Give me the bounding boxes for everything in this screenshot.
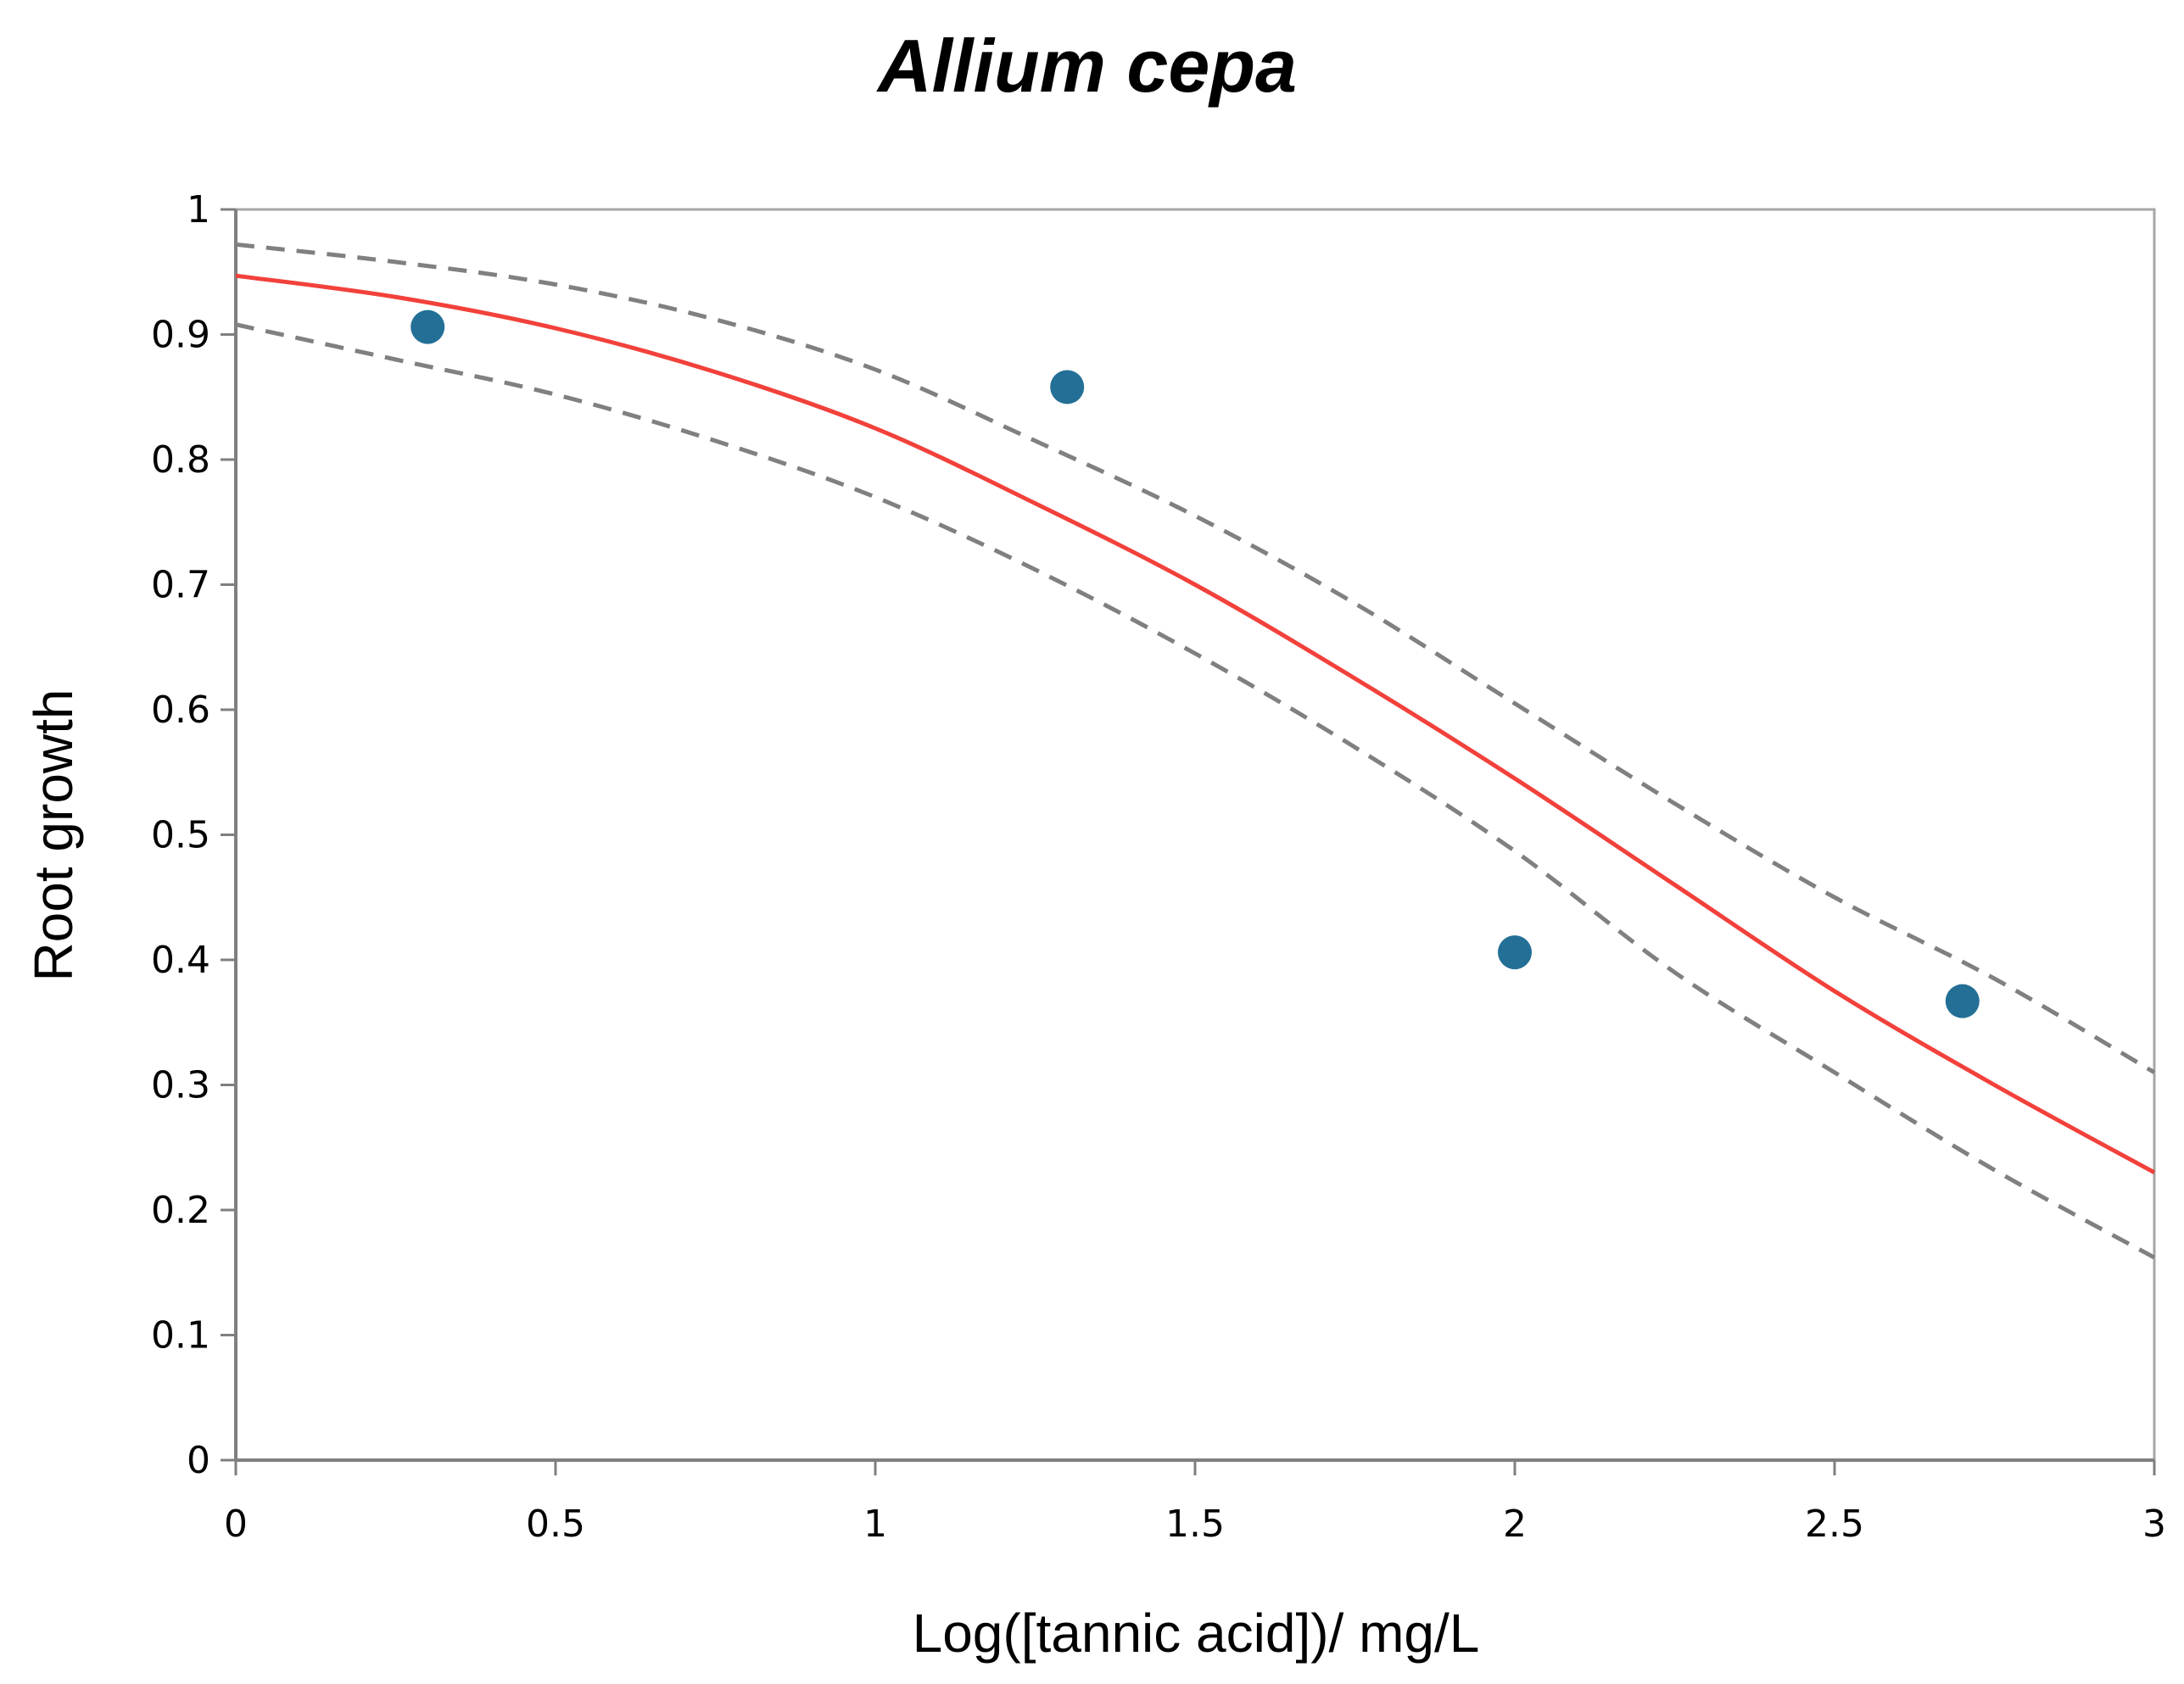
y-tick-label: 1	[187, 188, 210, 231]
x-tick-label: 0.5	[526, 1503, 585, 1546]
y-tick-label: 0.4	[151, 939, 210, 982]
data-point	[1945, 984, 1980, 1018]
y-tick-label: 0	[187, 1439, 210, 1482]
x-tick-label: 0	[224, 1503, 248, 1546]
y-tick-label: 0.7	[151, 564, 210, 607]
y-tick-label: 0.6	[151, 689, 210, 732]
y-tick-label: 0.8	[151, 438, 210, 482]
x-tick-label: 1.5	[1165, 1503, 1225, 1546]
y-tick-label: 0.9	[151, 314, 210, 357]
chart-title: Allium cepa	[876, 24, 1297, 108]
x-tick-label: 1	[863, 1503, 887, 1546]
data-point	[1498, 935, 1532, 970]
y-tick-label: 0.3	[151, 1064, 210, 1107]
plot-frame	[234, 208, 2156, 1462]
plot-area: 0 0.1 0.2 0.3 0.4 0.5 0.6 0.7 0.8 0.9 1 0 0.5 1 1.5 2 2.…	[151, 188, 2166, 1546]
x-tick-label: 2	[1503, 1503, 1527, 1546]
data-point	[1050, 370, 1085, 404]
x-tick-label: 3	[2142, 1503, 2166, 1546]
fit-curve-line	[235, 273, 2156, 1174]
confidence-band-line-3	[235, 322, 2156, 1260]
y-tick-label: 0.1	[151, 1314, 210, 1358]
y-axis-title: Root growth	[23, 689, 84, 981]
x-axis-title: Log([tannic acid])/ mg/L	[913, 1603, 1480, 1664]
confidence-band-line-2	[235, 242, 2156, 1074]
x-tick-label: 2.5	[1805, 1503, 1864, 1546]
y-tick-label: 0.2	[151, 1189, 210, 1232]
y-tick-label: 0.5	[151, 814, 210, 857]
data-point	[411, 309, 445, 344]
